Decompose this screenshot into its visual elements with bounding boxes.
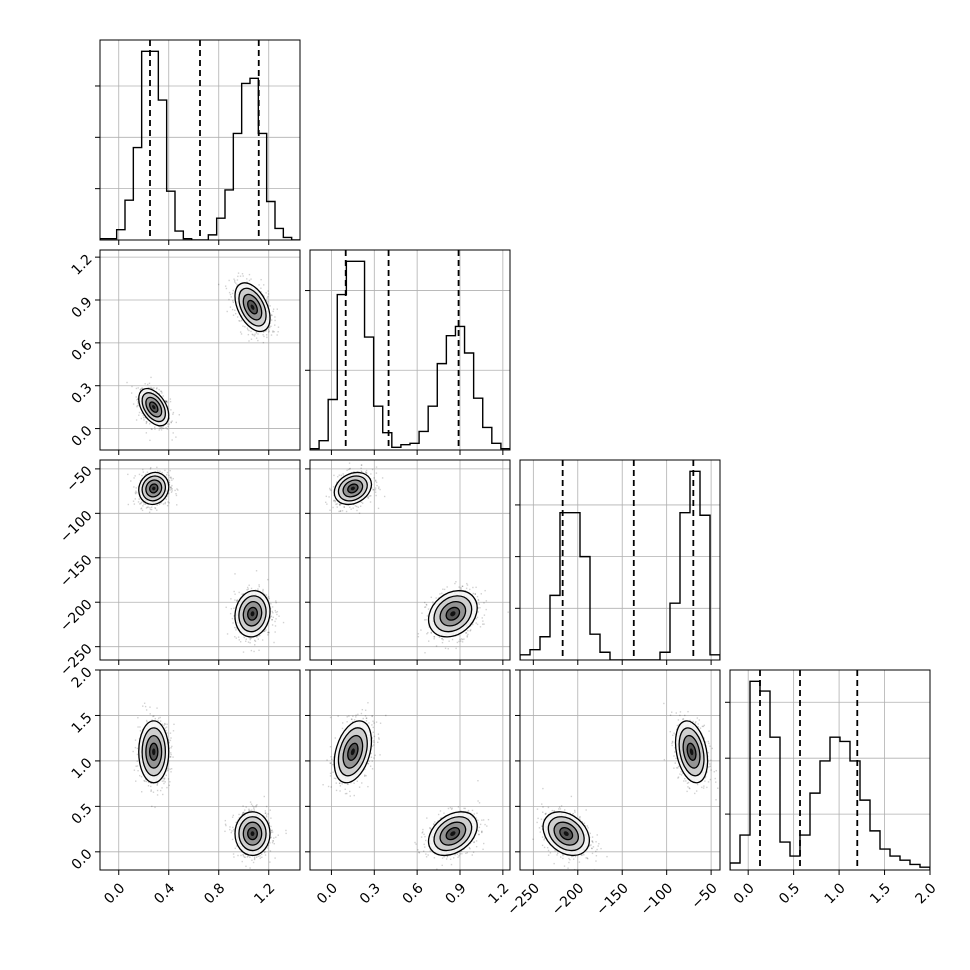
histogram-step [730, 680, 930, 870]
y-tick-label: 0.6 [69, 337, 96, 364]
x-tick-label: 1.5 [867, 880, 894, 907]
histogram-step [520, 470, 720, 660]
hist-panel-3: 0.0 0.5 1.0 1.5 2.0 [725, 669, 940, 907]
panel-frame [99, 249, 301, 451]
x-tick-label: −150 [593, 880, 632, 919]
hist-panel-1 [305, 249, 511, 455]
scatter-panel-3-1: 0.0 0.3 0.6 0.9 1.2 [305, 669, 512, 907]
panel-frame [309, 669, 511, 871]
x-tick-label: 0.8 [201, 880, 228, 907]
panel-frame [309, 249, 511, 451]
x-tick-label: 0.9 [443, 880, 470, 907]
x-tick-label: 0.6 [400, 880, 427, 907]
x-tick-label: 1.2 [251, 880, 278, 907]
x-tick-label: 0.4 [151, 880, 178, 907]
x-tick-label: 0.5 [776, 880, 803, 907]
histogram-step [310, 260, 510, 450]
density-peak [250, 831, 255, 837]
density-peak [350, 486, 355, 491]
scatter-panel-2-0: −250−200−150−100−50 [57, 459, 301, 680]
scatter-panel-2-1 [305, 459, 511, 665]
y-tick-label: −50 [63, 463, 95, 495]
scatter-panel-1-0: 0.0 0.3 0.6 0.9 1.2 [69, 249, 301, 455]
panel-frame [99, 459, 301, 661]
density-peak [350, 748, 355, 756]
hist-panel-2 [515, 459, 721, 665]
density-peak [250, 611, 255, 617]
panel-frame [519, 459, 721, 661]
y-tick-label: −100 [57, 508, 96, 547]
x-tick-label: 0.0 [731, 880, 758, 907]
y-tick-label: 0.5 [69, 801, 96, 828]
y-tick-label: −150 [57, 552, 96, 591]
density-peak [152, 405, 156, 410]
y-tick-label: 1.5 [69, 710, 96, 737]
y-tick-label: 1.0 [69, 755, 96, 782]
y-tick-label: 0.3 [69, 380, 96, 407]
density-peak [563, 831, 569, 837]
x-tick-label: 0.3 [357, 880, 384, 907]
hist-panel-0 [95, 39, 301, 245]
density-peak [450, 831, 456, 837]
x-tick-label: −200 [549, 880, 588, 919]
x-tick-label: 1.0 [822, 880, 849, 907]
x-tick-label: 0.0 [314, 880, 341, 907]
x-tick-label: 2.0 [913, 880, 940, 907]
y-tick-label: −200 [57, 597, 96, 636]
panel-frame [309, 459, 511, 661]
density-peak [250, 304, 255, 310]
scatter-panel-3-0: 0.00.51.01.52.00.0 0.4 0.8 1.2 [69, 664, 301, 907]
scatter-panel-3-2: −250 −200 −150 −100 −50 [504, 669, 721, 919]
panel-frame [99, 39, 301, 241]
y-tick-label: 0.0 [69, 423, 96, 450]
panel-frame [99, 669, 301, 871]
panel-frame [519, 669, 721, 871]
density-peak [689, 748, 694, 756]
y-tick-label: 0.9 [69, 294, 96, 321]
panel-frame [729, 669, 931, 871]
density-peak [152, 486, 156, 491]
density-peak [450, 611, 456, 617]
x-tick-label: −100 [638, 880, 677, 919]
x-tick-label: −50 [689, 880, 721, 912]
x-tick-label: −250 [504, 880, 543, 919]
y-tick-label: 1.2 [69, 251, 96, 278]
y-tick-label: 0.0 [69, 846, 96, 873]
x-tick-label: 0.0 [101, 880, 128, 907]
density-peak [152, 748, 156, 756]
histogram-step [100, 50, 300, 240]
